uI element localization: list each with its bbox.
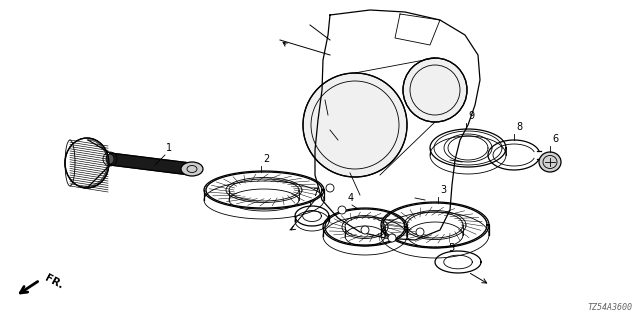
Text: 7: 7: [312, 188, 318, 198]
Circle shape: [388, 234, 396, 242]
Text: 9: 9: [468, 111, 474, 121]
Ellipse shape: [106, 154, 114, 164]
Text: TZ54A3600: TZ54A3600: [587, 303, 632, 312]
Ellipse shape: [65, 138, 109, 188]
Circle shape: [303, 73, 407, 177]
Text: 2: 2: [263, 154, 269, 164]
Ellipse shape: [539, 152, 561, 172]
Circle shape: [416, 228, 424, 236]
Text: 1: 1: [166, 143, 172, 153]
Text: 3: 3: [440, 185, 446, 195]
Circle shape: [338, 206, 346, 214]
Polygon shape: [110, 153, 190, 175]
Text: 4: 4: [348, 193, 354, 203]
Circle shape: [326, 184, 334, 192]
Text: 8: 8: [516, 122, 522, 132]
Circle shape: [361, 226, 369, 234]
Text: 6: 6: [552, 134, 558, 144]
Ellipse shape: [181, 162, 203, 176]
Text: 5: 5: [448, 243, 454, 253]
Circle shape: [403, 58, 467, 122]
Text: FR.: FR.: [43, 273, 65, 291]
